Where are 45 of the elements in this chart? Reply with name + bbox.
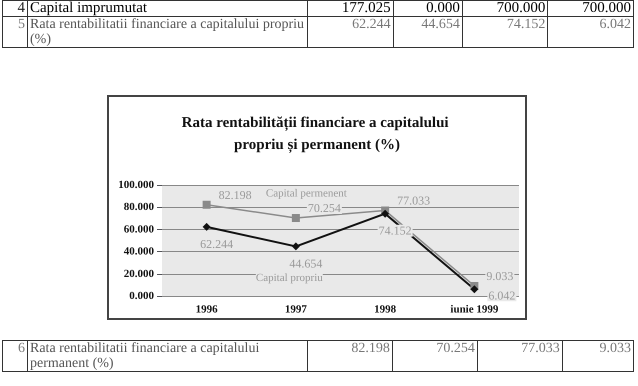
text: Rata rentabilitatii financiare a capitalului propriu (%) xyxy=(28,16,308,48)
data-label: 82.198 xyxy=(218,188,252,202)
text: 44.654 xyxy=(393,16,462,48)
text: 0.000 xyxy=(393,0,462,16)
y-tick-label: 80.000 xyxy=(124,201,154,214)
text: Capital propriu xyxy=(256,272,324,284)
x-tick-label: 1996 xyxy=(196,304,218,316)
y-tick-label: 0.000 xyxy=(129,290,154,302)
text: 9.033 xyxy=(562,340,634,372)
y-tick-label: 20.000 xyxy=(124,268,154,280)
x-tick-label: 1997 xyxy=(284,304,308,316)
chart-title: Rata rentabilității financiare a capitalului propriu și permanent (%) xyxy=(182,115,452,153)
point xyxy=(470,285,478,294)
y-tick-label: 100.000 xyxy=(118,179,154,191)
y-tick-label: 60.000 xyxy=(124,223,154,236)
text: 82.198 xyxy=(308,340,392,372)
data-label: 62.244 xyxy=(200,236,234,251)
data-label: 70.254 xyxy=(308,201,341,216)
text: 77.033 xyxy=(477,340,562,372)
text: 177.025 xyxy=(308,0,394,16)
text: Rata rentabilitatii financiare a capitalului permanent (%) xyxy=(28,340,308,372)
text: 4 xyxy=(2,0,28,16)
text: 62.244 xyxy=(308,16,394,48)
data-label: 44.654 xyxy=(289,256,322,270)
text: 74.152 xyxy=(462,16,548,48)
text: 700.000 xyxy=(462,0,548,16)
data-label: 77.033 xyxy=(397,193,430,208)
text: 70.254 xyxy=(392,340,478,372)
point xyxy=(202,200,211,209)
x-tick-label: iunie 1999 xyxy=(450,304,499,316)
point xyxy=(381,210,390,218)
text: 6 xyxy=(2,340,28,372)
point xyxy=(292,242,300,250)
y-tick-label: 40.000 xyxy=(124,246,154,258)
data-label: 6.042 xyxy=(488,288,516,302)
point xyxy=(202,222,211,231)
series-label: Capital permenent xyxy=(266,188,347,200)
text: 5 xyxy=(2,16,28,48)
text: 700.000 xyxy=(548,0,634,16)
x-tick-label: 1998 xyxy=(374,304,397,316)
data-label: 74.152 xyxy=(378,224,412,238)
text: 6.042 xyxy=(548,16,634,48)
data-label: 9.033 xyxy=(486,268,514,283)
text: Capital imprumutat xyxy=(28,0,308,16)
point xyxy=(292,214,300,222)
